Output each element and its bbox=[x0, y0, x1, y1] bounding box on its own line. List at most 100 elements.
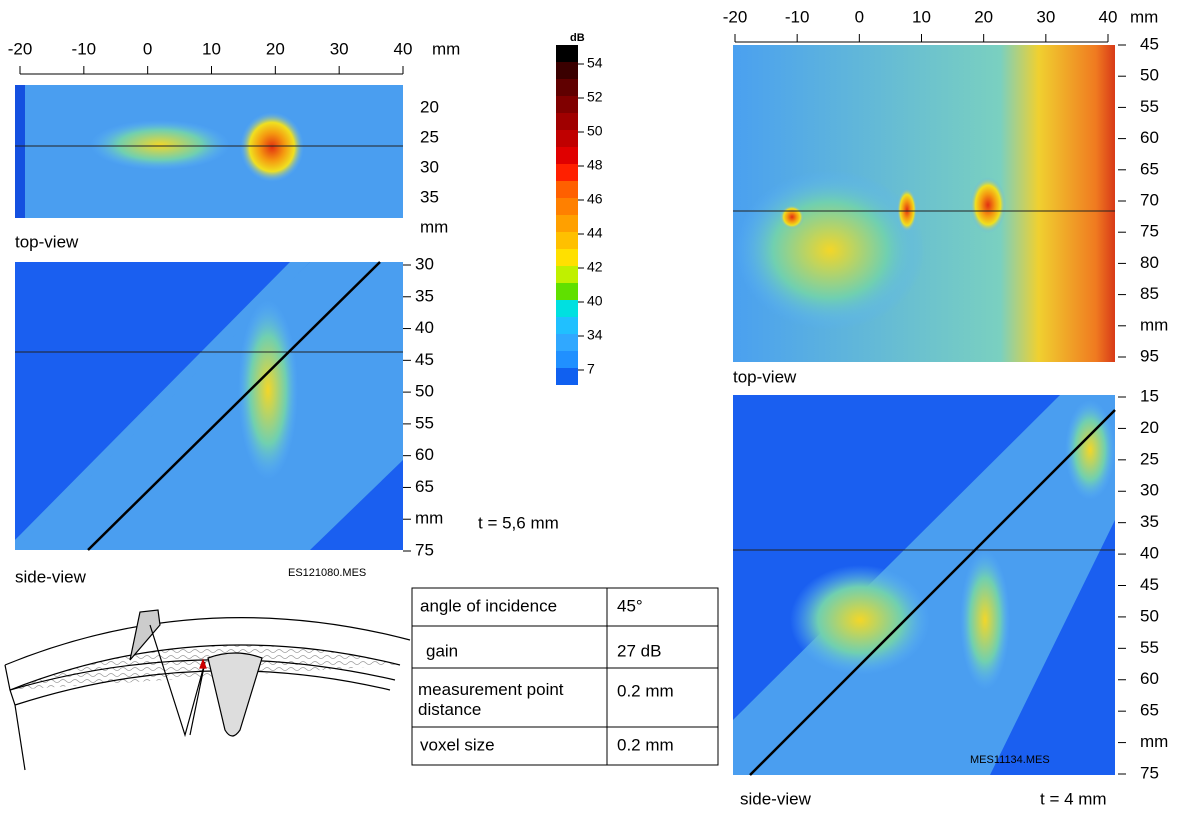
x-tick-label: 0 bbox=[855, 7, 864, 26]
scan bbox=[790, 565, 930, 675]
colorbar-swatch bbox=[556, 96, 578, 113]
scan bbox=[970, 177, 1006, 233]
colorbar-swatch bbox=[556, 283, 578, 300]
figure: dB5452504846444240347 angle of incidence… bbox=[0, 0, 1177, 809]
cell: 0.2 mm bbox=[617, 735, 674, 754]
view-label: top-view bbox=[15, 232, 79, 251]
y-tick-label: 60 bbox=[1140, 128, 1159, 147]
x-tick-label: -10 bbox=[785, 7, 810, 26]
y-tick-label: 35 bbox=[420, 187, 439, 206]
colorbar-label: 40 bbox=[587, 293, 603, 309]
colorbar-swatch bbox=[556, 334, 578, 351]
colorbar-swatch bbox=[556, 147, 578, 164]
scan bbox=[238, 300, 298, 480]
view-label: side-view bbox=[15, 567, 87, 586]
scan bbox=[1065, 400, 1115, 500]
x-tick-label: 10 bbox=[202, 39, 221, 58]
y-tick-label: 30 bbox=[1140, 481, 1159, 500]
y-tick-label: 50 bbox=[415, 382, 434, 401]
cell: 27 dB bbox=[617, 641, 661, 660]
y-tick-label: 25 bbox=[1140, 449, 1159, 468]
x-tick-label: -10 bbox=[72, 39, 97, 58]
scan bbox=[780, 205, 804, 229]
y-tick-label: 70 bbox=[1140, 190, 1159, 209]
x-unit: mm bbox=[432, 39, 460, 58]
view-label: top-view bbox=[733, 367, 797, 386]
colorbar-swatch bbox=[556, 351, 578, 368]
file-name: MES11134.MES bbox=[970, 754, 1050, 766]
colorbar-swatch bbox=[556, 249, 578, 266]
x-tick-label: 20 bbox=[974, 7, 993, 26]
y-tick-label: 65 bbox=[1140, 701, 1159, 720]
colorbar-swatch bbox=[556, 113, 578, 130]
colorbar-swatch bbox=[556, 130, 578, 147]
x-tick-label: 30 bbox=[330, 39, 349, 58]
x-tick-label: 10 bbox=[912, 7, 931, 26]
thickness: t = 4 mm bbox=[1040, 789, 1107, 808]
y-tick-label: 45 bbox=[1140, 34, 1159, 53]
y-tick-label: 65 bbox=[415, 477, 434, 496]
colorbar-swatch bbox=[556, 232, 578, 249]
colorbar-swatch bbox=[556, 317, 578, 334]
colorbar-label: 44 bbox=[587, 225, 603, 241]
x-tick-label: 30 bbox=[1036, 7, 1055, 26]
cell: angle of incidence bbox=[420, 596, 557, 615]
colorbar-label: 7 bbox=[587, 361, 595, 377]
y-tick-label: 50 bbox=[1140, 606, 1159, 625]
y-tick-label: 35 bbox=[1140, 512, 1159, 531]
cell: measurement point distance bbox=[418, 680, 603, 720]
weld-sketch bbox=[5, 610, 410, 770]
colorbar-swatch bbox=[556, 79, 578, 96]
cell-wrap: measurement point distance bbox=[418, 680, 603, 726]
y-tick-label: mm bbox=[1140, 315, 1168, 334]
y-tick-label: mm bbox=[415, 509, 443, 528]
scan bbox=[240, 112, 304, 182]
x-tick-label: 40 bbox=[1099, 7, 1118, 26]
colorbar-label: 46 bbox=[587, 191, 603, 207]
scan bbox=[90, 120, 230, 170]
y-tick-label: 40 bbox=[1140, 544, 1159, 563]
colorbar-label: 42 bbox=[587, 259, 603, 275]
y-tick-label: 75 bbox=[1140, 763, 1159, 782]
colorbar-label: 34 bbox=[587, 327, 603, 343]
colorbar-swatch bbox=[556, 300, 578, 317]
scan bbox=[897, 188, 917, 232]
y-tick-label: 60 bbox=[1140, 669, 1159, 688]
y-tick-label: 45 bbox=[1140, 575, 1159, 594]
colorbar-swatch bbox=[556, 368, 578, 385]
y-tick-label: 15 bbox=[1140, 386, 1159, 405]
y-tick-label: 35 bbox=[415, 286, 434, 305]
colorbar-unit: dB bbox=[570, 32, 585, 44]
y-tick-label: 75 bbox=[1140, 222, 1159, 241]
colorbar-swatch bbox=[556, 198, 578, 215]
y-tick-label: mm bbox=[1140, 732, 1168, 751]
y-tick-label: 65 bbox=[1140, 159, 1159, 178]
x-unit: mm bbox=[1130, 7, 1158, 26]
y-tick-label: 25 bbox=[420, 127, 439, 146]
y-tick-label: 80 bbox=[1140, 253, 1159, 272]
y-tick-label: 20 bbox=[420, 97, 439, 116]
x-tick-label: 40 bbox=[394, 39, 413, 58]
y-tick-label: 40 bbox=[415, 318, 434, 337]
colorbar-label: 48 bbox=[587, 157, 603, 173]
colorbar-label: 50 bbox=[587, 123, 603, 139]
y-tick-label: mm bbox=[420, 217, 448, 236]
colorbar-swatch bbox=[556, 215, 578, 232]
scan bbox=[960, 550, 1010, 690]
cell: 0.2 mm bbox=[617, 681, 674, 700]
y-tick-label: 55 bbox=[1140, 97, 1159, 116]
file-name: ES121080.MES bbox=[288, 567, 366, 579]
thickness: t = 5,6 mm bbox=[478, 513, 559, 532]
x-tick-label: 20 bbox=[266, 39, 285, 58]
y-tick-label: 75 bbox=[415, 540, 434, 559]
y-tick-label: 85 bbox=[1140, 284, 1159, 303]
colorbar-swatch bbox=[556, 266, 578, 283]
y-tick-label: 20 bbox=[1140, 418, 1159, 437]
colorbar-swatch bbox=[556, 62, 578, 79]
view-label: side-view bbox=[740, 789, 812, 808]
colorbar-swatch bbox=[556, 181, 578, 198]
cell: voxel size bbox=[420, 735, 495, 754]
colorbar-label: 54 bbox=[587, 55, 603, 71]
colorbar-swatch bbox=[556, 45, 578, 62]
y-tick-label: 95 bbox=[1140, 346, 1159, 365]
